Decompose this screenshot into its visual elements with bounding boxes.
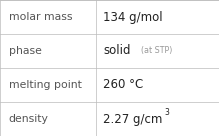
Text: solid: solid — [103, 44, 131, 58]
Text: density: density — [9, 114, 49, 124]
Text: molar mass: molar mass — [9, 12, 72, 22]
Text: phase: phase — [9, 46, 42, 56]
Text: 134 g/mol: 134 g/mol — [103, 10, 162, 24]
Text: melting point: melting point — [9, 80, 82, 90]
Text: 260 °C: 260 °C — [103, 78, 143, 92]
Text: (at STP): (at STP) — [141, 47, 173, 55]
Text: 2.27 g/cm: 2.27 g/cm — [103, 112, 162, 126]
Text: 3: 3 — [164, 108, 169, 117]
